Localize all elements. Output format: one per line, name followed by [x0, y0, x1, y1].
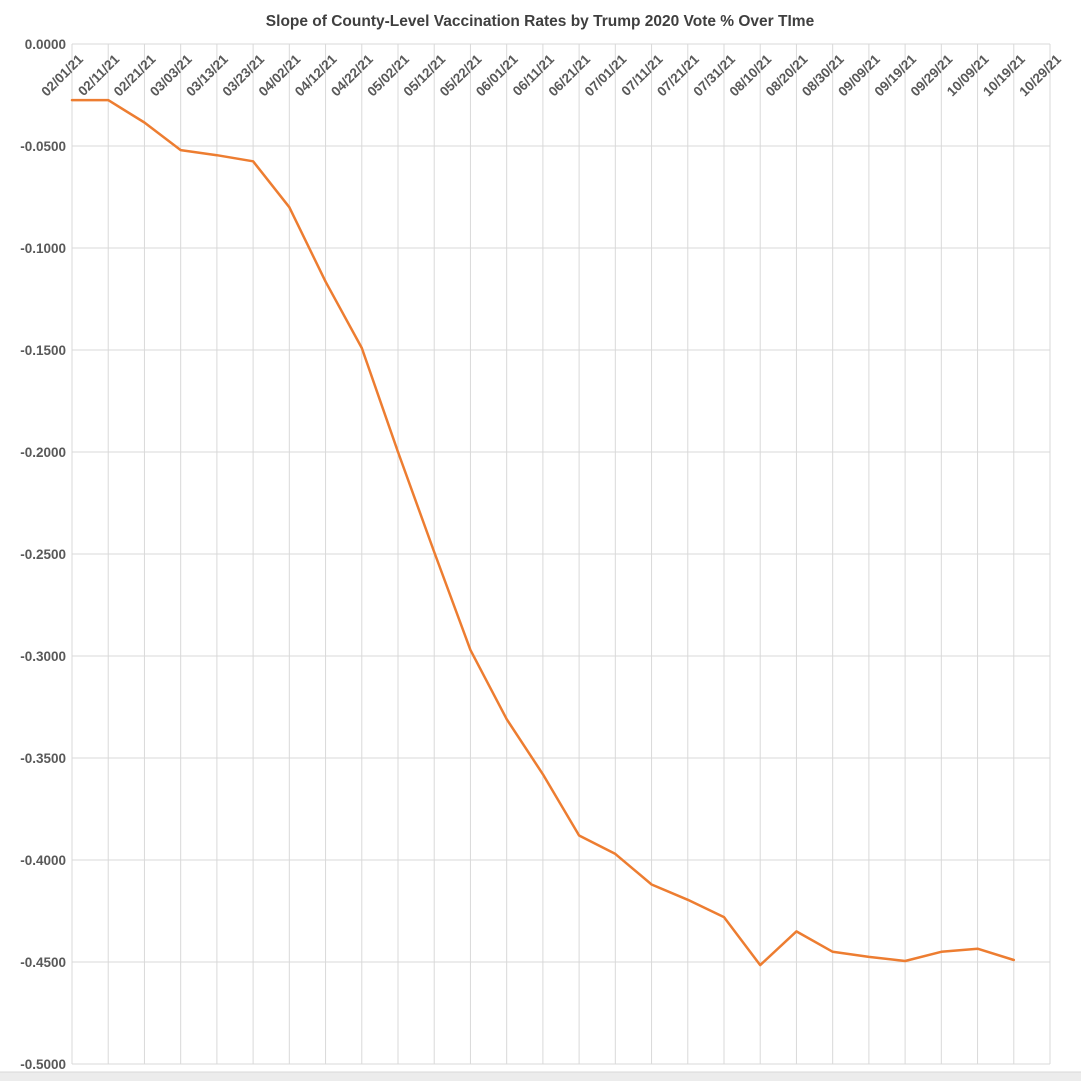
window-bottom-strip [0, 1072, 1081, 1081]
y-axis-tick-label: -0.3000 [20, 649, 66, 664]
chart-title: Slope of County-Level Vaccination Rates … [266, 13, 815, 30]
data-series [70, 98, 1016, 967]
y-axis-tick-label: -0.4000 [20, 853, 66, 868]
vaccination-slope-line [70, 98, 1016, 967]
y-axis-tick-label: -0.3500 [20, 751, 66, 766]
y-axis-tick-label: -0.1500 [20, 343, 66, 358]
y-axis-tick-label: -0.2000 [20, 445, 66, 460]
y-axis-labels: 0.0000 -0.0500 -0.1000 -0.1500 -0.2000 -0.250… [20, 37, 66, 1072]
y-axis-tick-label: -0.1000 [20, 241, 66, 256]
y-axis-tick-label: -0.0500 [20, 139, 66, 154]
y-axis-tick-label: 0.0000 [25, 37, 66, 52]
y-axis-tick-label: -0.4500 [20, 955, 66, 970]
gridlines [71, 43, 1051, 1065]
y-axis-tick-label: -0.2500 [20, 547, 66, 562]
y-axis-tick-label: -0.5000 [20, 1057, 66, 1072]
